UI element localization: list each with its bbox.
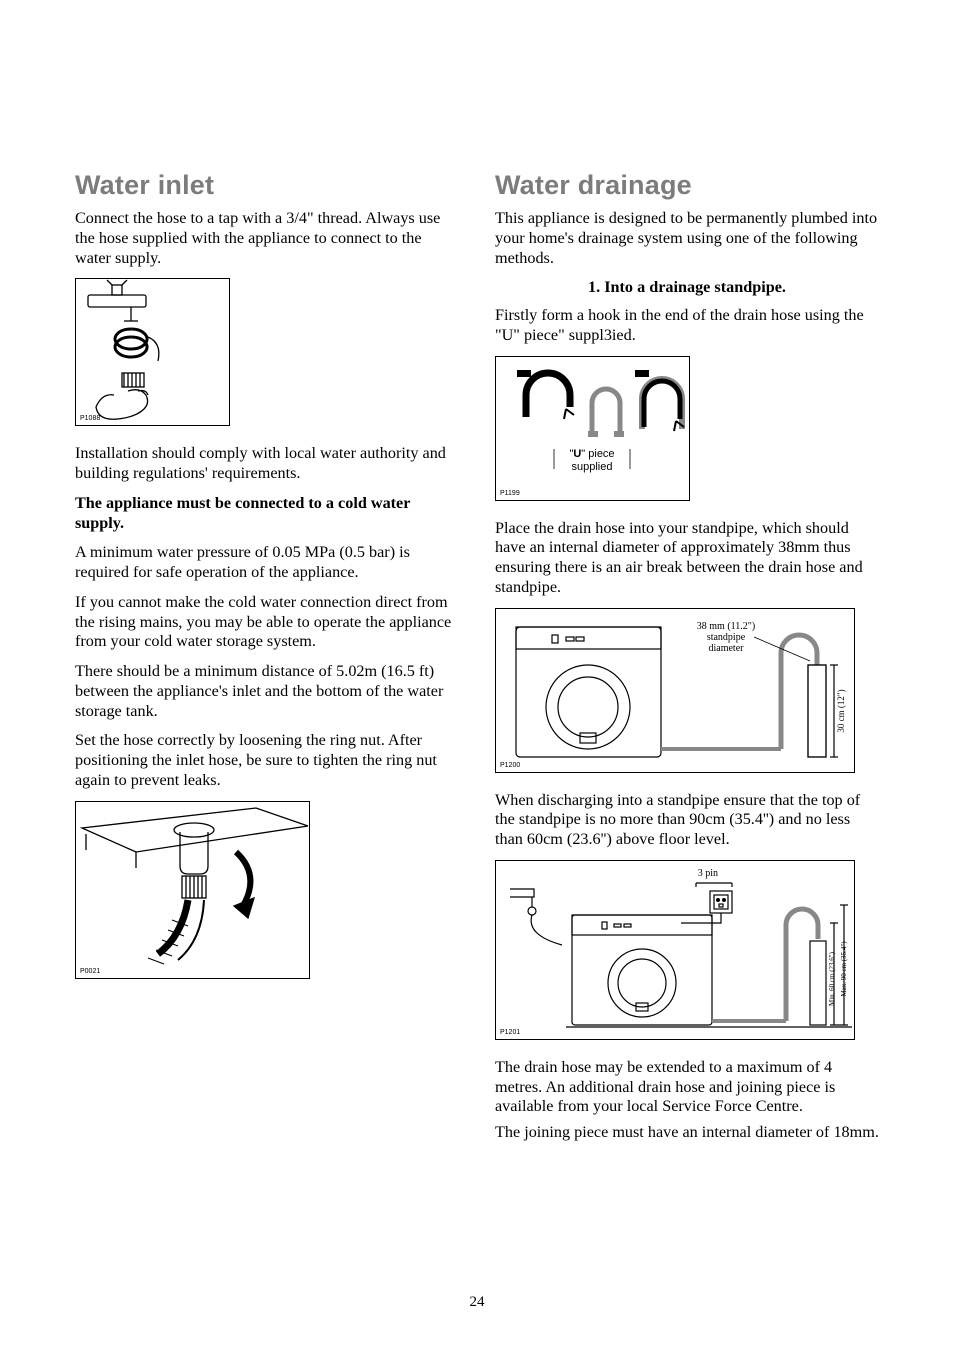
figure-label: P1088 [80,415,100,422]
figure-u-piece: "U" piece supplied P1199 [495,356,690,501]
right-p3: Place the drain hose into your standpipe… [495,519,879,598]
left-p2: Installation should comply with local wa… [75,444,459,484]
tap-hose-icon [76,279,231,427]
right-p5: The drain hose may be extended to a maxi… [495,1058,879,1117]
standpipe-icon: 30 cm (12") 38 mm (11.2") standpipe diam… [496,609,856,774]
figure-tap-hose: P1088 [75,278,230,426]
page-number: 24 [0,1294,954,1311]
page: Water inlet Connect the hose to a tap wi… [0,0,954,1351]
figure-heights: 3 pin Min. 60 cm (23.6") Max. 90 cm (35.… [495,860,855,1040]
left-p6: There should be a minimum distance of 5.… [75,662,459,721]
right-p2: Firstly form a hook in the end of the dr… [495,306,879,346]
u-piece-icon: "U" piece supplied [496,357,691,502]
label-min: Min. 60 cm (23.6") [828,951,836,1006]
right-p4: When discharging into a standpipe ensure… [495,791,879,850]
left-p1: Connect the hose to a tap with a 3/4" th… [75,209,459,268]
heights-icon: 3 pin Min. 60 cm (23.6") Max. 90 cm (35.… [496,861,856,1041]
left-column: Water inlet Connect the hose to a tap wi… [75,170,459,1153]
anno1: 38 mm (11.2") [697,621,755,632]
anno2: standpipe [707,632,746,643]
right-p6: The joining piece must have an internal … [495,1123,879,1143]
figure-hose-fitting: P0021 [75,801,310,979]
caption-supplied: supplied [572,461,613,473]
anno3: diameter [709,643,745,654]
left-p5: If you cannot make the cold water connec… [75,593,459,652]
right-column: Water drainage This appliance is designe… [495,170,879,1153]
label-3pin: 3 pin [698,868,718,879]
label-max: Max. 90 cm (35.4") [840,941,848,997]
figure-label: P1201 [500,1029,520,1036]
heading-water-inlet: Water inlet [75,170,459,201]
u-label: U [573,448,581,460]
figure-label: P1199 [500,490,520,497]
svg-text:"U" piece: "U" piece [569,448,614,460]
left-p3-bold: The appliance must be connected to a col… [75,494,459,534]
subheading-standpipe: 1. Into a drainage standpipe. [495,278,879,298]
figure-standpipe: 30 cm (12") 38 mm (11.2") standpipe diam… [495,608,855,773]
left-p7: Set the hose correctly by loosening the … [75,731,459,790]
heading-water-drainage: Water drainage [495,170,879,201]
figure-label: P1200 [500,762,520,769]
columns: Water inlet Connect the hose to a tap wi… [75,170,879,1153]
hose-fitting-icon [76,802,311,980]
figure-label: P0021 [80,968,100,975]
label-30cm: 30 cm (12") [836,689,846,732]
left-p4: A minimum water pressure of 0.05 MPa (0.… [75,543,459,583]
right-p1: This appliance is designed to be permane… [495,209,879,268]
